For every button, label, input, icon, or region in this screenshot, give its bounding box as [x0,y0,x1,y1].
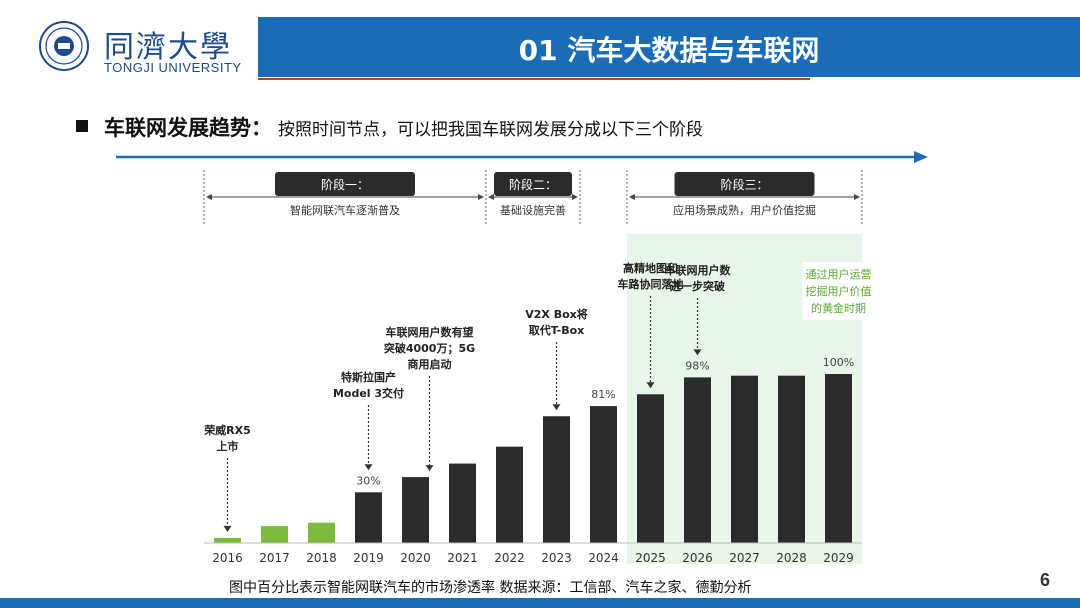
logo-text-cn: 同濟大學 [104,30,232,65]
x-tick-label: 2028 [776,551,807,565]
stage-label: 阶段二： [509,177,557,192]
annotation-arrowhead [693,349,702,356]
x-tick-label: 2029 [823,551,854,565]
highlight-note-text: 的黄金时期 [811,301,866,315]
x-tick-label: 2026 [682,551,713,565]
bar-2028 [778,375,805,543]
x-tick-label: 2016 [212,551,243,565]
stage-label-tab [275,172,415,196]
value-label: 30% [356,474,380,487]
annotation-arrowhead [646,382,655,389]
stage-arrowhead [572,194,578,200]
x-tick-label: 2024 [588,551,619,565]
stage-desc: 基础设施完善 [500,203,566,217]
x-tick-label: 2027 [729,551,760,565]
page-number: 6 [1040,570,1051,590]
headline-bold: 车联网发展趋势： [104,116,272,140]
value-label: 98% [685,359,709,372]
stage-arrowhead [854,194,860,200]
x-tick-label: 2021 [447,551,478,565]
bar-2024 [590,406,617,543]
stage-label: 阶段一： [321,177,369,192]
bar-2025 [637,394,664,543]
highlight-note-text: 通过用户运营 [806,267,872,281]
bar-2017 [261,526,288,543]
annotation-text: 车路协同落地 [618,277,684,291]
annotation-text: 突破4000万；5G [384,341,475,355]
annotation-text: 高精地图和 [623,261,678,275]
annotation-arrowhead [364,464,373,471]
annotation-text: 取代T-Box [529,323,585,337]
x-tick-label: 2023 [541,551,572,565]
bar-2019 [355,492,382,543]
annotation-text: 上市 [217,439,239,453]
x-tick-label: 2022 [494,551,525,565]
annotation-arrowhead [425,465,434,472]
bar-2018 [308,522,335,543]
bar-2022 [496,446,523,543]
penetration-bar-chart: 阶段一： 智能网联汽车逐渐普及 阶段二： 基础设施完善 阶段三： 应用场景成熟，用户价值挖… [203,170,875,565]
bar-2027 [731,375,758,543]
bar-2020 [402,477,429,543]
bullet-square-icon [76,120,88,132]
x-tick-label: 2019 [353,551,384,565]
stage-label: 阶段三： [720,177,768,192]
x-tick-label: 2025 [635,551,666,565]
x-tick-label: 2017 [259,551,290,565]
stage-label-tab [494,172,572,196]
headline: 车联网发展趋势： 按照时间节点，可以把我国车联网发展分成以下三个阶段 [104,112,703,142]
footer-bar [0,598,1080,608]
highlight-note-text: 挖掘用户价值 [806,284,872,298]
value-label: 81% [591,388,615,401]
annotation-arrowhead [552,404,561,411]
timeline-arrow [116,151,928,163]
annotation-text: V2X Box将 [525,307,588,321]
annotation-text: Model 3交付 [333,386,404,400]
annotation-text: 车联网用户数有望 [386,325,474,339]
annotation-text: 商用启动 [408,357,452,371]
headline-text: 按照时间节点，可以把我国车联网发展分成以下三个阶段 [278,120,703,140]
bar-2026 [684,377,711,543]
annotation-text: 进一步突破 [670,279,725,293]
stage-arrowhead [206,194,212,200]
slide-title: 01 汽车大数据与车联网 [518,34,820,67]
value-label: 100% [823,356,854,369]
title-bar: 01 汽车大数据与车联网 [258,17,1080,77]
annotation-text: 荣威RX5 [203,423,251,437]
chart-caption: 图中百分比表示智能网联汽车的市场渗透率 数据来源：工信部、汽车之家、德勤分析 [229,580,752,596]
x-tick-label: 2020 [400,551,431,565]
logo-text-en: TONGJI UNIVERSITY [104,60,242,75]
stage-desc: 应用场景成熟，用户价值挖掘 [673,203,816,217]
bar-2023 [543,416,570,543]
annotation-text: 特斯拉国产 [341,370,396,384]
stage-arrowhead [629,194,635,200]
stage-arrowhead [478,194,484,200]
bar-2016 [214,537,241,543]
x-tick-label: 2018 [306,551,337,565]
university-seal-icon [39,21,89,71]
annotation-arrowhead [223,525,232,532]
header: 同濟大學 TONGJI UNIVERSITY 01 汽车大数据与车联网 [0,0,1080,80]
annotation-text: 车联网用户数 [665,263,732,277]
divider-line [258,78,810,80]
highlight-note-box [802,262,875,320]
stage-desc: 智能网联汽车逐渐普及 [290,203,400,217]
stage-arrowhead [488,194,494,200]
bar-2021 [449,463,476,543]
stage-label-tab [674,172,815,196]
bar-2029 [825,374,852,543]
